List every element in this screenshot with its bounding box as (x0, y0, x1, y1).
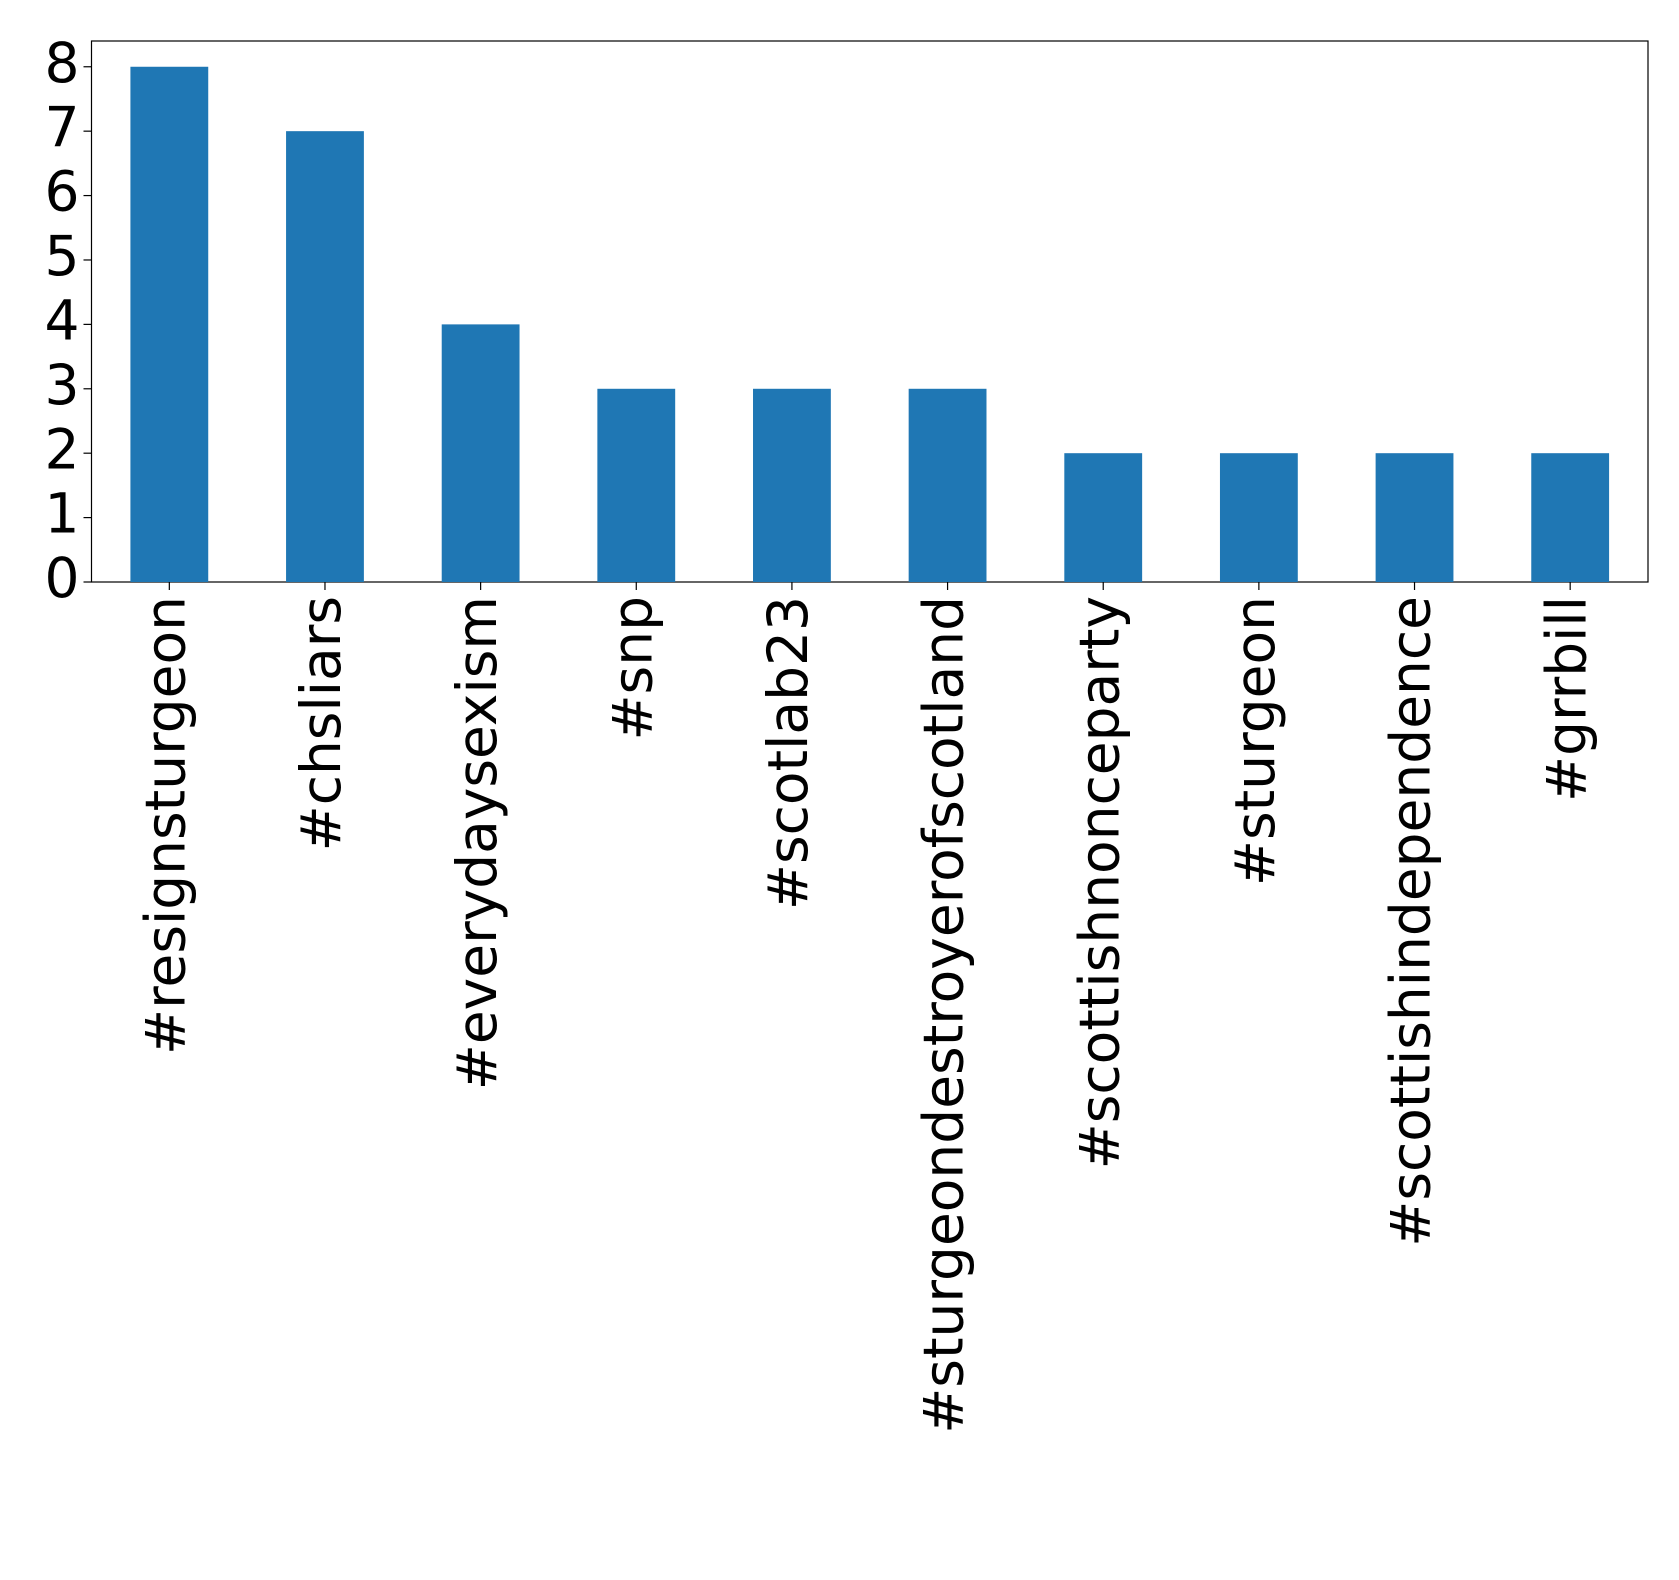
y-tick-label: 4 (45, 289, 80, 353)
bar (130, 66, 209, 582)
y-tick-label: 1 (45, 482, 80, 546)
plot-frame (90, 40, 1649, 583)
bar (1531, 453, 1610, 582)
bar (597, 388, 676, 582)
bar (908, 388, 987, 582)
bar (1064, 453, 1143, 582)
y-tick-label: 8 (45, 31, 80, 95)
bar (753, 388, 831, 582)
y-tick-label: 5 (45, 224, 80, 288)
x-tick-label: #scottishindependence (1379, 596, 1443, 1247)
x-tick-label: #chsliars (289, 596, 353, 851)
x-tick-label: #sturgeondestroyerofscotland (912, 596, 976, 1434)
bar (1375, 453, 1454, 582)
bar (286, 131, 364, 582)
y-tick-label: 2 (45, 417, 80, 481)
x-tick-label: #grrbill (1534, 596, 1598, 802)
x-tick-label: #resignsturgeon (133, 596, 197, 1055)
bar (1219, 453, 1298, 582)
y-tick-label: 3 (45, 353, 80, 417)
y-tick-label: 0 (45, 546, 80, 610)
x-tick-label: #everydaysexism (445, 596, 509, 1090)
x-tick-label: #sturgeon (1223, 596, 1287, 886)
x-tick-label: #scotlab23 (756, 596, 820, 910)
y-tick-label: 7 (45, 95, 80, 159)
x-tick-label: #scottishnonceparty (1067, 596, 1131, 1169)
x-tick-label: #snp (600, 596, 664, 741)
y-tick-label: 6 (45, 160, 80, 224)
bar (441, 324, 520, 582)
